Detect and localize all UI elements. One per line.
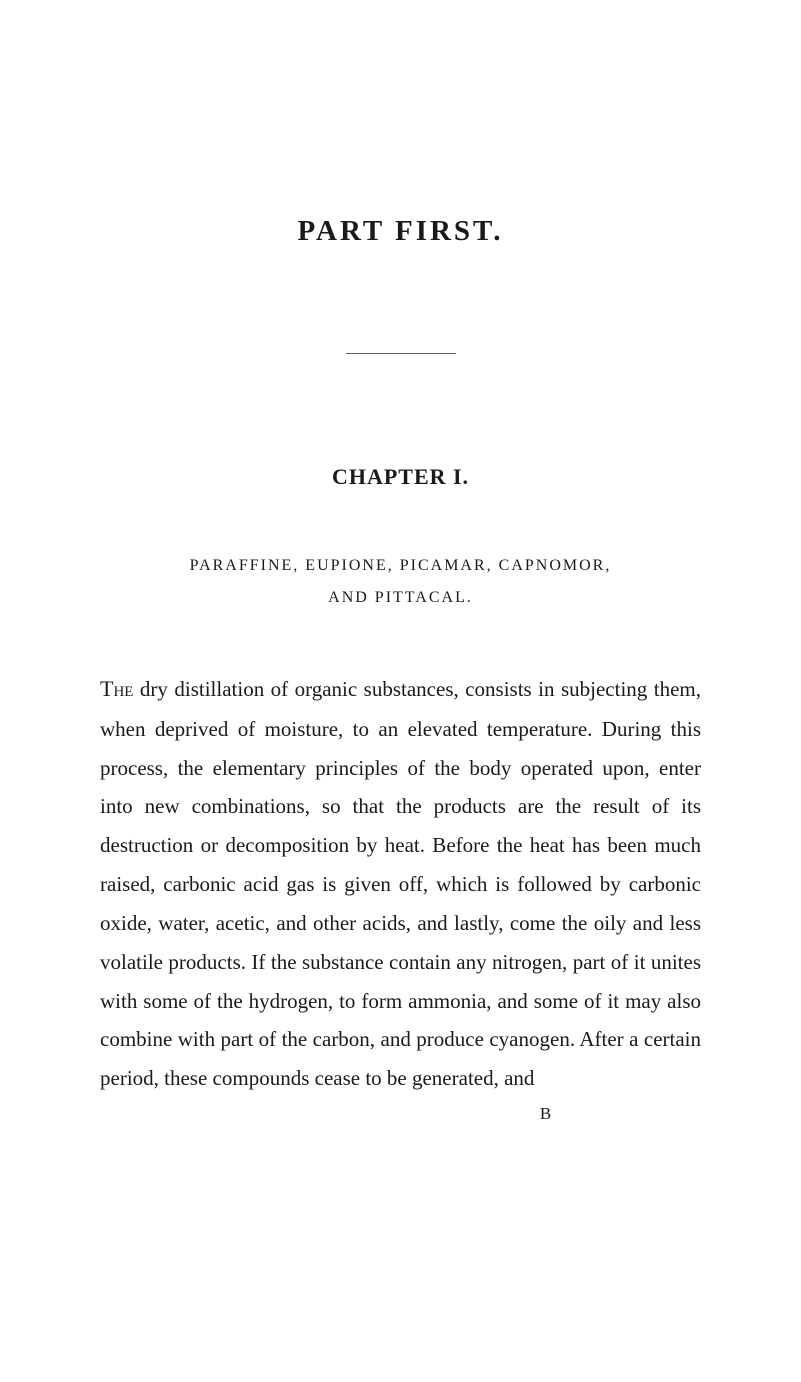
part-title: PART FIRST.: [100, 215, 701, 248]
chapter-title: CHAPTER I.: [100, 464, 701, 490]
first-word-smallcaps: The: [100, 676, 133, 701]
chapter-subtitle: PARAFFINE, EUPIONE, PICAMAR, CAPNOMOR, A…: [100, 550, 701, 614]
chapter-subtitle-line2: AND PITTACAL.: [328, 589, 473, 606]
body-paragraph: The dry distillation of organic substanc…: [100, 669, 701, 1098]
horizontal-divider: [346, 353, 456, 354]
body-text-content: dry distillation of organic substances, …: [100, 677, 701, 1090]
chapter-subtitle-line1: PARAFFINE, EUPIONE, PICAMAR, CAPNOMOR,: [190, 557, 612, 574]
signature-mark: B: [100, 1104, 701, 1124]
